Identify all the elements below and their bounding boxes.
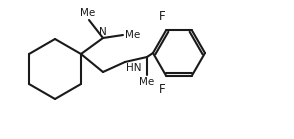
Text: Me: Me [125,30,140,40]
Text: F: F [159,10,165,23]
Text: F: F [159,83,165,95]
Text: N: N [99,27,107,37]
Text: HN: HN [126,63,141,73]
Text: Me: Me [80,8,96,18]
Text: Me: Me [139,77,155,87]
